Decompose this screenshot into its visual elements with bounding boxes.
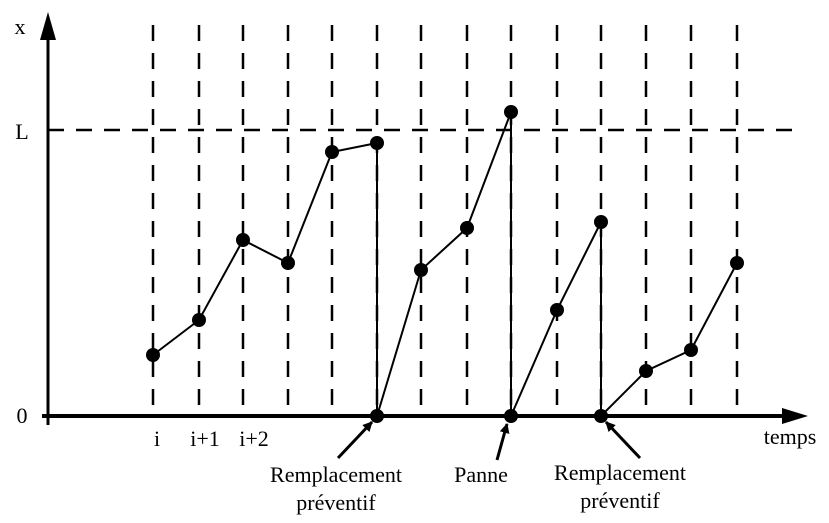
step-label: i	[154, 426, 160, 451]
step-label: i+1	[190, 426, 220, 451]
event-label: Remplacement	[554, 460, 686, 485]
event-arrows	[336, 420, 642, 461]
event-label: Panne	[454, 462, 508, 487]
x-arrow	[782, 408, 808, 424]
y-arrow	[40, 12, 56, 40]
step-label: i+2	[239, 426, 269, 451]
origin-label: 0	[17, 403, 28, 428]
x-label: temps	[764, 424, 817, 449]
event-label: préventif	[580, 488, 660, 513]
event-label: Remplacement	[270, 462, 402, 487]
y-label: x	[15, 14, 26, 39]
degradation-path	[146, 105, 744, 423]
event-label: préventif	[296, 490, 376, 515]
time-grid	[151, 25, 739, 410]
threshold-label: L	[15, 119, 28, 144]
